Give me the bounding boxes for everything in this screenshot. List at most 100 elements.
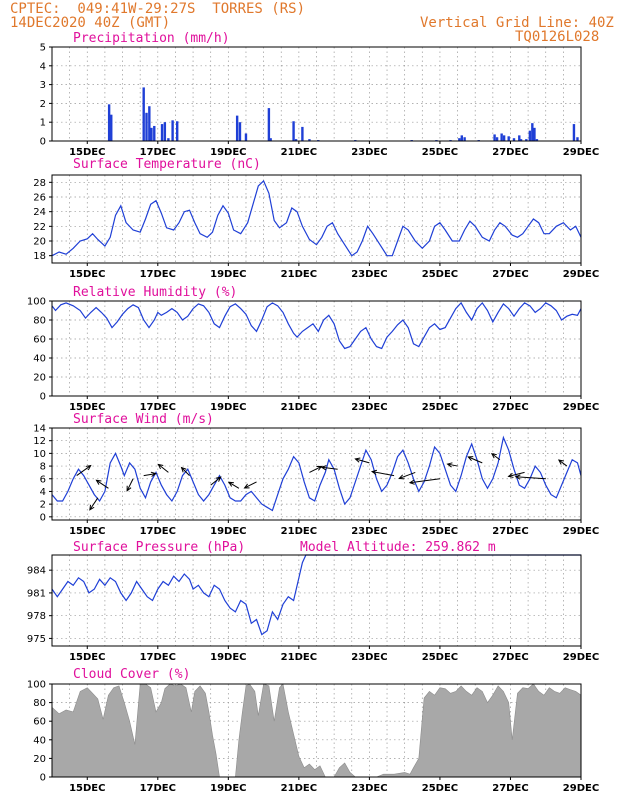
wind-arrow-shaft [355, 458, 370, 464]
wind-arrow-head [316, 465, 323, 471]
temp-ytick-label: 26 [33, 193, 46, 204]
pressure-series-line [51, 554, 581, 636]
precip-bar [294, 139, 298, 141]
pressure-ytick-label: 978 [27, 611, 46, 622]
precip-bar [267, 108, 271, 141]
wind-arrow-shaft [210, 476, 222, 486]
precip-bar [301, 126, 304, 141]
wind-arrow-head [150, 471, 157, 477]
temp-xtick-label: 29DEC [563, 269, 599, 280]
header-model-id: TQ0126L028 [515, 29, 600, 45]
precip-bar [572, 124, 576, 141]
precip-bar [458, 138, 461, 141]
precip-bar [535, 139, 539, 141]
precip-bar [512, 138, 516, 141]
temp-xtick-label: 27DEC [492, 269, 528, 280]
wind-arrow-head [514, 474, 521, 480]
rh-frame [51, 300, 582, 397]
wind-xtick-label: 15DEC [69, 526, 105, 537]
wind-arrow-head [85, 464, 92, 471]
wind-arrow-head [227, 481, 234, 487]
cloud-xtick-label: 19DEC [210, 783, 246, 794]
wind-ytick-label: 8 [40, 462, 46, 473]
precip-bar [244, 133, 248, 141]
pressure-xtick-label: 23DEC [351, 652, 387, 663]
pressure-ytick-label: 975 [27, 634, 46, 645]
cloud-ytick-label: 100 [27, 680, 46, 691]
precip-xtick-label: 21DEC [281, 147, 317, 158]
wind-xtick-label: 25DEC [422, 526, 458, 537]
precip-bar [507, 136, 510, 141]
precip-bar [519, 139, 523, 141]
precip-bar [531, 123, 534, 141]
wind-arrow-head [89, 504, 95, 511]
precip-xtick-label: 29DEC [563, 147, 599, 158]
rh-ytick-label: 80 [33, 316, 46, 327]
wind-arrow-head [467, 456, 474, 461]
wind-title: Surface Wind (m/s) [73, 412, 214, 427]
precip-xtick-label: 19DEC [210, 147, 246, 158]
wind-arrow-head [126, 485, 132, 492]
wind-arrow-shaft [468, 456, 483, 464]
wind-frame [51, 427, 582, 521]
rh-xtick-label: 19DEC [210, 402, 246, 413]
cloud-xtick-label: 25DEC [422, 783, 458, 794]
pressure-ytick-label: 981 [27, 588, 46, 599]
precip-bar [160, 124, 164, 141]
wind-arrow-shaft [244, 481, 257, 489]
wind-arrow-head [354, 457, 361, 463]
wind-xtick-label: 17DEC [140, 526, 176, 537]
wind-arrow-head [180, 466, 187, 473]
pressure-xtick-label: 19DEC [210, 652, 246, 663]
precip-bar [145, 112, 148, 141]
precip-bar [235, 115, 239, 141]
rh-xtick-label: 25DEC [422, 402, 458, 413]
wind-arrow-shaft [409, 478, 440, 484]
wind-arrow-shaft [309, 465, 322, 473]
temp-ytick-label: 28 [33, 178, 46, 189]
cloud-ytick-label: 0 [40, 773, 46, 784]
pressure-xtick-label: 29DEC [563, 652, 599, 663]
cloud-xtick-label: 17DEC [140, 783, 176, 794]
wind-series-line [51, 435, 582, 512]
precip-bar [148, 106, 151, 141]
precip-bar [142, 87, 145, 141]
wind-arrow-shaft [558, 459, 568, 467]
precip-bar [167, 138, 170, 141]
wind-arrow-shaft [76, 465, 91, 476]
cloud-xtick-label: 29DEC [563, 783, 599, 794]
cloud-ytick-label: 20 [33, 754, 46, 765]
precip-xtick-label: 25DEC [422, 147, 458, 158]
wind-arrow-head [507, 472, 514, 478]
precip-bar [153, 125, 156, 141]
wind-xtick-label: 23DEC [351, 526, 387, 537]
precip-bar [495, 137, 499, 141]
temp-xtick-label: 15DEC [69, 269, 105, 280]
rh-title: Relative Humidity (%) [73, 285, 237, 300]
precip-ytick-label: 0 [40, 137, 46, 148]
precip-xtick-label: 23DEC [351, 147, 387, 158]
wind-arrow-head [243, 483, 250, 489]
wind-arrow-head [446, 462, 453, 468]
temp-xtick-label: 21DEC [281, 269, 317, 280]
rh-xtick-label: 27DEC [492, 402, 528, 413]
wind-arrow-shaft [126, 478, 134, 491]
wind-arrow-head [408, 479, 415, 485]
wind-arrow-shaft [508, 471, 525, 477]
cloud-ytick-label: 40 [33, 735, 46, 746]
precip-bar [107, 104, 111, 141]
cloud-frame [51, 683, 582, 778]
precip-ytick-label: 3 [40, 80, 46, 91]
wind-xtick-label: 19DEC [210, 526, 246, 537]
wind-ytick-label: 6 [40, 474, 46, 485]
wind-arrow-shaft [228, 481, 240, 489]
precip-bar [493, 134, 496, 141]
precip-bar [150, 127, 153, 141]
pressure-ytick-label: 984 [27, 566, 46, 577]
pressure-xtick-label: 25DEC [422, 652, 458, 663]
rh-ytick-label: 100 [27, 297, 46, 308]
wind-arrow-shaft [515, 476, 546, 480]
rh-xtick-label: 29DEC [563, 402, 599, 413]
wind-arrow-shaft [96, 479, 109, 489]
precip-bar [525, 139, 528, 141]
